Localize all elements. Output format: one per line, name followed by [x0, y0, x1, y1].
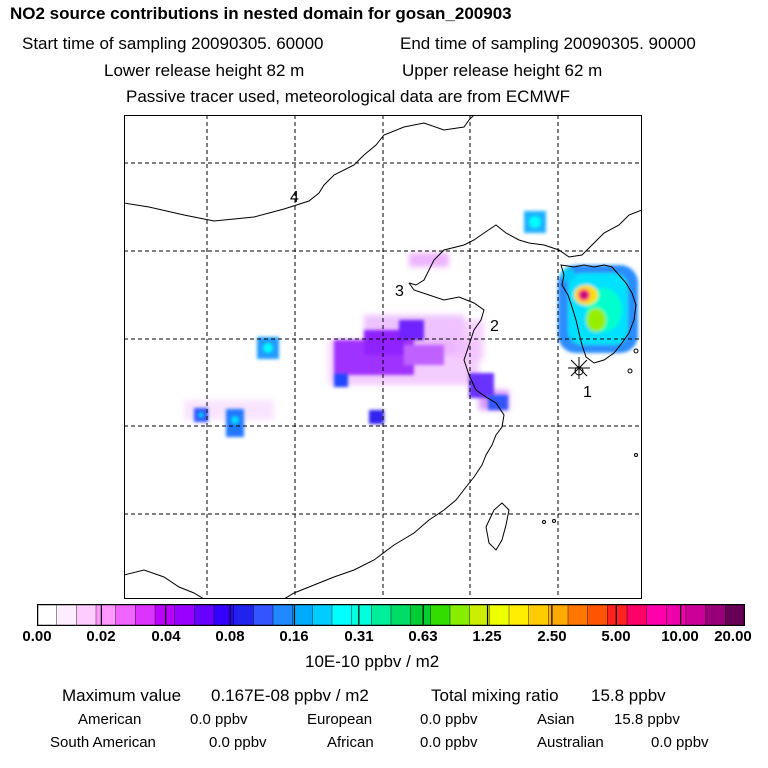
scale-cell [626, 604, 648, 626]
australian-label: Australian [537, 734, 604, 751]
african-value: 0.0 ppbv [420, 734, 478, 751]
scale-cell [666, 604, 687, 626]
max-value: 0.167E-08 ppbv / m2 [211, 686, 369, 705]
asian-label: Asian [537, 711, 575, 728]
scale-tick: 1.25 [472, 628, 502, 645]
scale-cell [410, 604, 431, 626]
scale-tick: 0.08 [215, 628, 245, 645]
scale-cell [489, 604, 510, 626]
scale-cell [76, 604, 97, 626]
region-label-4: 4 [290, 189, 299, 206]
scale-cell [312, 604, 333, 626]
scale-cell [37, 604, 58, 626]
upper-release-height: Upper release height 62 m [402, 61, 603, 80]
scale-cell [508, 604, 530, 626]
african-label: African [327, 734, 374, 751]
european-label: European [307, 711, 373, 728]
region-label-1: 1 [583, 384, 592, 401]
scale-cell [233, 604, 254, 626]
scale-cell [449, 604, 471, 626]
scale-cell [174, 604, 195, 626]
scale-cell [469, 604, 490, 626]
scale-tick: 0.31 [344, 628, 374, 645]
scale-cell [685, 604, 707, 626]
south-american-value: 0.0 ppbv [209, 734, 267, 751]
scale-cell [351, 604, 372, 626]
start-time: Start time of sampling 20090305. 60000 [22, 34, 324, 53]
scale-tick: 0.02 [86, 628, 116, 645]
max-label: Maximum value [62, 686, 182, 705]
end-time: End time of sampling 20090305. 90000 [400, 34, 696, 53]
scale-cell [390, 604, 412, 626]
scale-cell [95, 604, 117, 626]
scale-cell [705, 604, 726, 626]
scale-cell [253, 604, 274, 626]
scale-cell [528, 604, 549, 626]
scale-cell [607, 604, 628, 626]
plot-title: NO2 source contributions in nested domai… [10, 4, 512, 23]
color-scale-bar [37, 604, 745, 626]
american-value: 0.0 ppbv [190, 711, 248, 728]
scale-cell [430, 604, 451, 626]
scale-cell [567, 604, 589, 626]
graticule [124, 115, 642, 599]
scale-cell [213, 604, 235, 626]
scale-tick: 5.00 [601, 628, 631, 645]
scale-cell [292, 604, 313, 626]
australian-value: 0.0 ppbv [651, 734, 709, 751]
scale-cell [154, 604, 176, 626]
scale-tick: 0.00 [22, 628, 52, 645]
scale-cell [56, 604, 77, 626]
scale-tick: 0.63 [408, 628, 438, 645]
scale-cell [194, 604, 215, 626]
scale-tick: 0.16 [279, 628, 309, 645]
scale-cell [331, 604, 353, 626]
total-label: Total mixing ratio [431, 686, 559, 705]
scale-units: 10E-10 ppbv / m2 [305, 652, 440, 671]
scale-cell [371, 604, 392, 626]
scale-cell [587, 604, 608, 626]
scale-tick: 10.00 [661, 628, 699, 645]
scale-cell [646, 604, 667, 626]
scale-tick: 20.00 [714, 628, 752, 645]
south-american-label: South American [50, 734, 156, 751]
scale-tick: 0.04 [151, 628, 181, 645]
scale-cell [115, 604, 136, 626]
region-label-2: 2 [490, 318, 499, 335]
scale-tick: 2.50 [537, 628, 567, 645]
scale-cell [272, 604, 294, 626]
coastlines [124, 115, 642, 599]
receptor-star-icon [568, 357, 590, 379]
tracer-note: Passive tracer used, meteorological data… [126, 87, 571, 106]
region-label-3: 3 [395, 283, 404, 300]
total-value: 15.8 ppbv [591, 686, 666, 705]
asian-value: 15.8 ppbv [614, 711, 680, 728]
plume-layer [184, 211, 638, 437]
scale-cell [135, 604, 156, 626]
european-value: 0.0 ppbv [420, 711, 478, 728]
american-label: American [78, 711, 142, 728]
scale-cell [725, 604, 745, 626]
lower-release-height: Lower release height 82 m [104, 61, 305, 80]
contribution-map: 1 2 3 4 [124, 115, 642, 599]
